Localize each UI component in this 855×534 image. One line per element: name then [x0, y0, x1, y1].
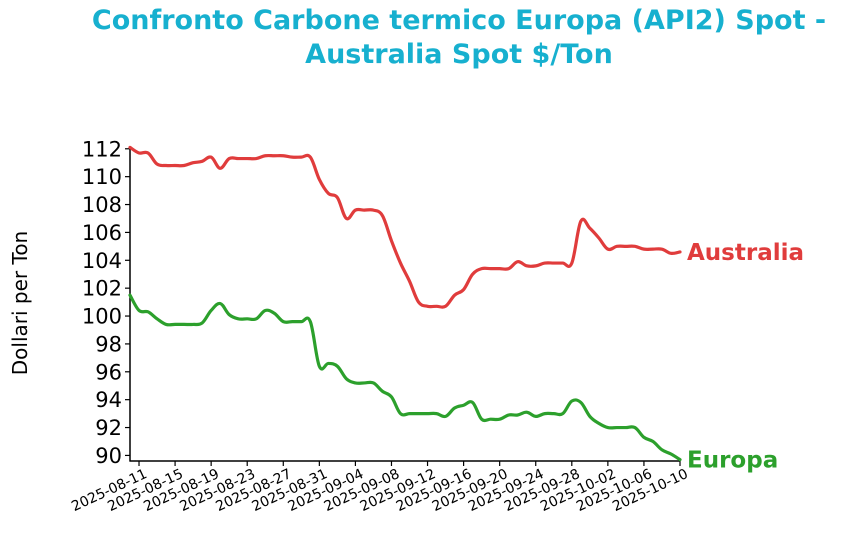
y-axis-label: Dollari per Ton [8, 231, 32, 375]
series-line-australia [128, 145, 682, 309]
y-tick-label: 104 [82, 249, 122, 273]
y-tick-label: 102 [82, 277, 122, 301]
y-tick-label: 106 [82, 221, 122, 245]
chart-title-line-1: Confronto Carbone termico Europa (API2) … [91, 5, 827, 36]
y-tick-label: 92 [95, 416, 122, 440]
y-axis-label-group: Dollari per Ton [8, 231, 32, 375]
x-ticks: 2025-08-112025-08-152025-08-192025-08-23… [69, 461, 691, 515]
y-tick-label: 90 [95, 444, 122, 468]
y-tick-label: 96 [95, 360, 122, 384]
series-label-europa: Europa [687, 448, 778, 474]
chart-title-line-2: Australia Spot $/Ton [305, 39, 613, 70]
y-tick-label: 110 [82, 165, 122, 189]
y-tick-label: 94 [95, 388, 122, 412]
series-labels: Australia Europa [687, 240, 804, 474]
series-line-europa [128, 293, 682, 462]
chart-title: Confronto Carbone termico Europa (API2) … [0, 4, 855, 72]
series-group [128, 145, 682, 462]
axes [129, 146, 680, 462]
y-tick-label: 112 [82, 137, 122, 161]
y-tick-label: 108 [82, 193, 122, 217]
series-label-australia: Australia [687, 240, 804, 266]
y-tick-label: 100 [82, 305, 122, 329]
y-tick-label: 98 [95, 332, 122, 356]
y-ticks: 90 92 94 96 98 100 102 104 106 108 110 112 [82, 137, 130, 468]
